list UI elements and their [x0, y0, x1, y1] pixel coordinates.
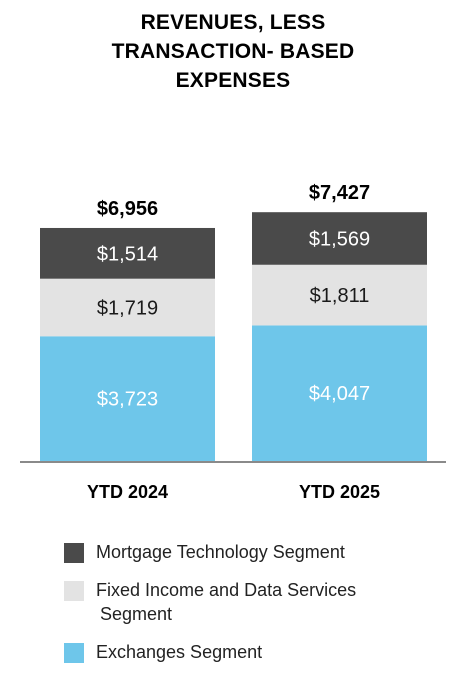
category-label-ytd-2024: YTD 2024	[87, 482, 168, 502]
legend-label-mortgage-technology: Mortgage Technology Segment	[96, 542, 345, 562]
bar-exchanges-segment-ytd-2024	[40, 336, 215, 461]
legend-item-mortgage-technology: Mortgage Technology Segment	[64, 540, 356, 564]
legend-swatch-exchanges	[64, 643, 84, 663]
bar-mortgage-technology-segment-ytd-2025	[252, 212, 427, 265]
data-label-exchanges-segment-ytd-2025: $4,047	[309, 383, 370, 405]
legend-swatch-mortgage-technology	[64, 543, 84, 563]
chart-title-line-3: EXPENSES	[175, 69, 291, 92]
legend-item-fixed-income: Fixed Income and Data Services Segment	[64, 578, 356, 626]
category-label-ytd-2025: YTD 2025	[299, 482, 380, 502]
total-label-ytd-2025: $7,427	[309, 182, 370, 204]
legend-swatch-fixed-income	[64, 581, 84, 601]
data-label-mortgage-technology-segment-ytd-2025: $1,569	[309, 228, 370, 250]
chart-title-line-2: TRANSACTION- BASED	[111, 40, 355, 63]
data-label-exchanges-segment-ytd-2024: $3,723	[97, 389, 158, 411]
legend: Mortgage Technology Segment Fixed Income…	[64, 540, 356, 678]
chart-title-line-1: REVENUES, LESS	[140, 11, 326, 34]
data-label-mortgage-technology-segment-ytd-2024: $1,514	[97, 243, 158, 265]
bar-fixed-income-and-data-services-segment-ytd-2024	[40, 278, 215, 337]
bar-mortgage-technology-segment-ytd-2024	[40, 227, 215, 279]
legend-label-exchanges: Exchanges Segment	[96, 642, 263, 662]
stacked-bar-chart: $3,723 $1,719 $1,514 $6,956 YTD 2024 $4,047 $1…	[20, 182, 446, 502]
legend-label-fixed-income-line-1: Fixed Income and Data Services	[96, 580, 357, 600]
data-label-fixed-income-and-data-services-segment-ytd-2025: $1,811	[310, 285, 370, 307]
bar-fixed-income-and-data-services-segment-ytd-2025	[252, 264, 427, 326]
total-label-ytd-2024: $6,956	[97, 198, 158, 220]
data-label-fixed-income-and-data-services-segment-ytd-2024: $1,719	[97, 297, 158, 319]
bar-exchanges-segment-ytd-2025	[252, 325, 427, 461]
chart-title: REVENUES, LESS TRANSACTION- BASED EXPENS…	[0, 8, 466, 95]
legend-label-fixed-income-line-2: Segment	[100, 604, 173, 624]
legend-item-exchanges: Exchanges Segment	[64, 640, 356, 664]
